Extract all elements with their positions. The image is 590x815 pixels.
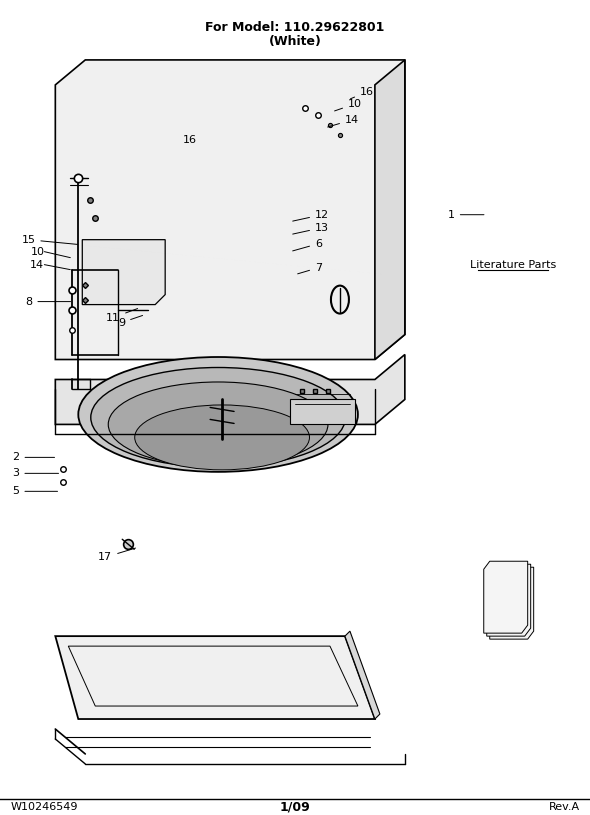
Polygon shape: [375, 60, 405, 359]
Polygon shape: [55, 637, 375, 719]
Text: 5: 5: [12, 487, 58, 496]
Text: Rev.A: Rev.A: [549, 802, 579, 812]
Text: 17: 17: [98, 548, 136, 562]
Text: 1: 1: [448, 209, 484, 220]
Text: W10246549: W10246549: [11, 802, 78, 812]
Polygon shape: [55, 60, 405, 359]
Text: 16: 16: [350, 87, 374, 99]
Polygon shape: [487, 564, 530, 637]
Text: 9: 9: [118, 315, 143, 328]
Text: 10: 10: [30, 247, 44, 257]
Text: 11: 11: [106, 309, 137, 323]
Text: For Model: 110.29622801: For Model: 110.29622801: [205, 21, 385, 34]
Ellipse shape: [108, 382, 328, 467]
Text: 2: 2: [12, 452, 54, 462]
Text: 8: 8: [25, 297, 71, 306]
Text: 3: 3: [12, 469, 58, 478]
Text: 10: 10: [335, 99, 362, 111]
Polygon shape: [345, 631, 380, 719]
Polygon shape: [55, 355, 405, 425]
Ellipse shape: [78, 357, 358, 472]
Text: Literature Parts: Literature Parts: [470, 260, 556, 270]
Text: 6: 6: [293, 239, 322, 251]
Text: 1/09: 1/09: [280, 800, 310, 813]
Text: (White): (White): [268, 35, 322, 48]
Polygon shape: [484, 562, 527, 633]
Ellipse shape: [91, 368, 345, 467]
Text: 15: 15: [21, 235, 77, 244]
Polygon shape: [290, 399, 355, 425]
Text: 14: 14: [30, 260, 44, 270]
Polygon shape: [82, 240, 165, 305]
Text: 13: 13: [293, 222, 329, 234]
Ellipse shape: [135, 405, 310, 470]
Text: 14: 14: [327, 115, 359, 127]
Text: 12: 12: [293, 209, 329, 221]
Polygon shape: [490, 567, 534, 639]
Text: 7: 7: [298, 262, 322, 274]
Text: 16: 16: [183, 134, 197, 145]
